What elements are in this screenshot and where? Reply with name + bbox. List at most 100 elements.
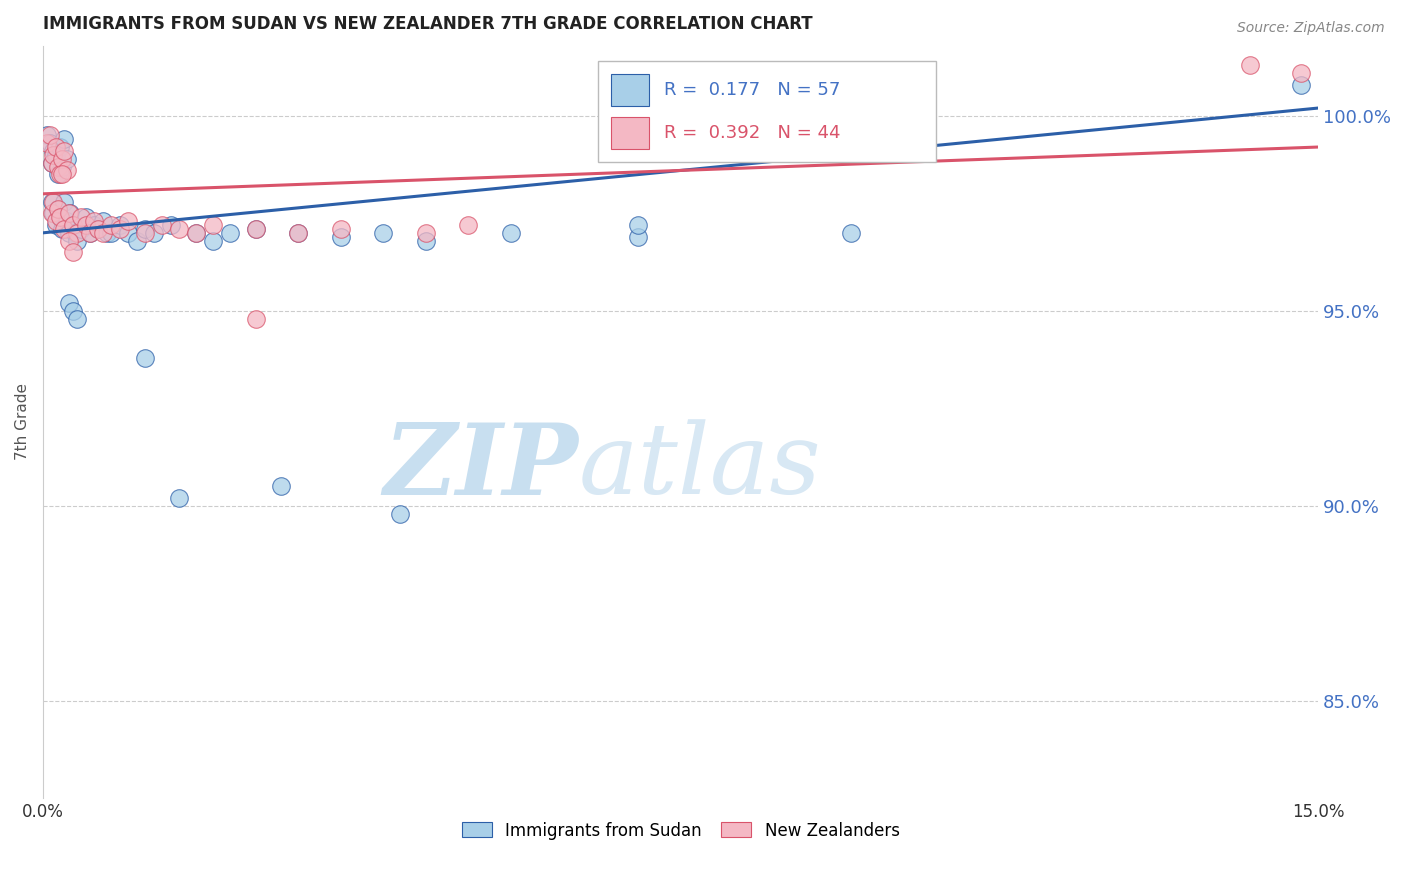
Text: ZIP: ZIP: [384, 419, 579, 516]
Point: [75, 211, 97, 225]
Point: [42, 144, 65, 158]
Point: [186, 226, 208, 240]
Point: [202, 218, 225, 232]
Point: [100, 226, 122, 240]
Point: [245, 311, 267, 326]
Point: [627, 229, 650, 244]
Point: [37, 128, 59, 143]
Point: [87, 222, 110, 236]
Point: [45, 148, 67, 162]
Point: [245, 222, 267, 236]
Point: [457, 218, 479, 232]
Point: [48, 167, 70, 181]
Point: [1289, 78, 1312, 92]
Point: [41, 155, 63, 169]
Point: [42, 206, 65, 220]
Point: [45, 140, 67, 154]
Point: [56, 163, 79, 178]
Point: [415, 226, 437, 240]
Point: [66, 311, 89, 326]
Point: [219, 226, 242, 240]
Point: [134, 222, 156, 236]
Point: [83, 214, 105, 228]
Point: [117, 226, 139, 240]
FancyBboxPatch shape: [610, 117, 648, 149]
Point: [45, 218, 67, 232]
Point: [91, 226, 114, 240]
Point: [287, 226, 309, 240]
Point: [51, 152, 73, 166]
Point: [53, 144, 76, 158]
Point: [839, 226, 862, 240]
Point: [108, 222, 131, 236]
Point: [62, 218, 84, 232]
Point: [142, 226, 165, 240]
Point: [83, 218, 105, 232]
Point: [79, 226, 101, 240]
Point: [58, 206, 80, 220]
Point: [58, 234, 80, 248]
Point: [66, 234, 89, 248]
Point: [270, 479, 292, 493]
Point: [415, 234, 437, 248]
Point: [59, 206, 82, 220]
Point: [167, 222, 190, 236]
Point: [159, 218, 181, 232]
Point: [100, 218, 122, 232]
Point: [389, 507, 412, 521]
Point: [1239, 58, 1261, 72]
Point: [79, 226, 101, 240]
Point: [53, 194, 76, 209]
Point: [48, 202, 70, 217]
Point: [42, 148, 65, 162]
Point: [58, 296, 80, 310]
Point: [627, 218, 650, 232]
Point: [39, 128, 62, 143]
Text: IMMIGRANTS FROM SUDAN VS NEW ZEALANDER 7TH GRADE CORRELATION CHART: IMMIGRANTS FROM SUDAN VS NEW ZEALANDER 7…: [44, 15, 813, 33]
Legend: Immigrants from Sudan, New Zealanders: Immigrants from Sudan, New Zealanders: [456, 815, 907, 847]
Point: [134, 351, 156, 365]
Point: [1289, 66, 1312, 80]
Point: [91, 214, 114, 228]
FancyBboxPatch shape: [598, 61, 935, 162]
Point: [245, 222, 267, 236]
Y-axis label: 7th Grade: 7th Grade: [15, 384, 30, 460]
Point: [62, 245, 84, 260]
Point: [134, 226, 156, 240]
Point: [45, 214, 67, 228]
Point: [329, 229, 352, 244]
Point: [62, 303, 84, 318]
Point: [51, 222, 73, 236]
Point: [329, 222, 352, 236]
Point: [70, 211, 93, 225]
Point: [287, 226, 309, 240]
Point: [49, 211, 72, 225]
Point: [108, 218, 131, 232]
Point: [49, 167, 72, 181]
Point: [56, 214, 79, 228]
Point: [48, 202, 70, 217]
Point: [125, 234, 148, 248]
Point: [51, 167, 73, 181]
Point: [117, 214, 139, 228]
Point: [51, 160, 73, 174]
Point: [42, 194, 65, 209]
Point: [75, 218, 97, 232]
Point: [53, 132, 76, 146]
Point: [87, 222, 110, 236]
Point: [41, 155, 63, 169]
Text: R =  0.392   N = 44: R = 0.392 N = 44: [664, 124, 841, 142]
Point: [499, 226, 522, 240]
Point: [53, 222, 76, 236]
Point: [56, 152, 79, 166]
Point: [41, 206, 63, 220]
Point: [150, 218, 173, 232]
FancyBboxPatch shape: [610, 74, 648, 106]
Point: [62, 218, 84, 232]
Point: [37, 136, 59, 150]
Point: [186, 226, 208, 240]
Point: [49, 140, 72, 154]
Point: [48, 160, 70, 174]
Text: Source: ZipAtlas.com: Source: ZipAtlas.com: [1237, 21, 1385, 35]
Text: R =  0.177   N = 57: R = 0.177 N = 57: [664, 81, 841, 99]
